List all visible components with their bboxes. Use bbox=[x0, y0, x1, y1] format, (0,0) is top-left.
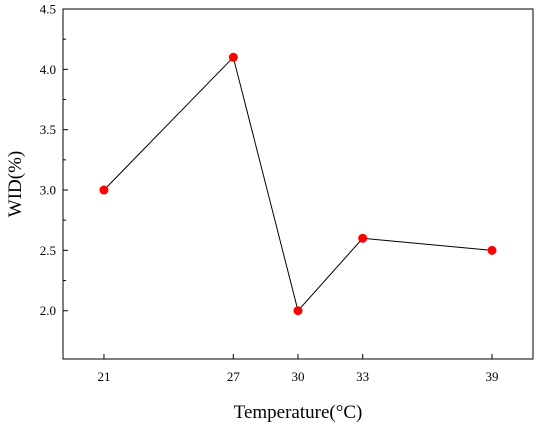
x-tick-label: 39 bbox=[486, 369, 499, 384]
x-axis: 21 27 30 33 39 bbox=[97, 354, 499, 384]
series-line bbox=[103, 56, 493, 312]
y-tick-label: 2.0 bbox=[40, 303, 56, 318]
y-tick-label: 4.5 bbox=[40, 2, 56, 17]
y-axis-title: WID(%) bbox=[5, 151, 26, 217]
y-tick-label: 3.5 bbox=[40, 122, 56, 137]
data-point bbox=[99, 185, 109, 195]
data-point bbox=[487, 245, 497, 255]
x-tick-label: 27 bbox=[227, 369, 241, 384]
x-tick-label: 30 bbox=[292, 369, 305, 384]
y-axis: 2.0 2.5 3.0 3.5 4.0 4.5 bbox=[40, 2, 68, 318]
x-axis-title: Temperature(°C) bbox=[234, 402, 363, 423]
data-points bbox=[99, 52, 497, 316]
y-tick-label: 4.0 bbox=[40, 62, 56, 77]
x-tick-label: 33 bbox=[356, 369, 369, 384]
y-tick-label: 3.0 bbox=[40, 183, 56, 198]
data-point bbox=[293, 306, 303, 316]
data-point bbox=[358, 233, 368, 243]
x-tick-label: 21 bbox=[97, 369, 110, 384]
data-point bbox=[228, 52, 238, 62]
y-tick-label: 2.5 bbox=[40, 243, 56, 258]
